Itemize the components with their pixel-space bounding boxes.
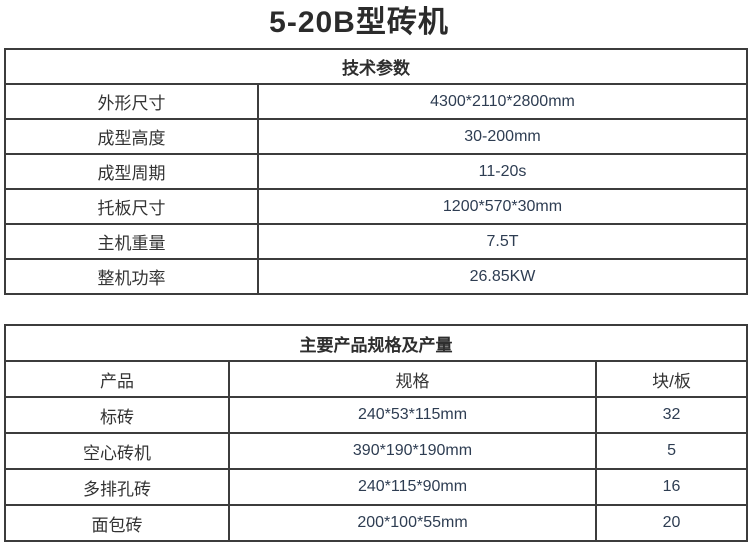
product-table-title: 主要产品规格及产量 bbox=[3, 324, 749, 362]
product-name: 面包砖 bbox=[4, 504, 230, 542]
column-header-row: 产品 规格 块/板 bbox=[4, 360, 749, 398]
param-value: 1200*570*30mm bbox=[257, 188, 748, 225]
page-title: 5-20B型砖机 bbox=[269, 6, 449, 39]
table-row: 整机功率 26.85KW bbox=[4, 258, 748, 295]
param-value: 26.85KW bbox=[257, 258, 748, 295]
param-label: 主机重量 bbox=[4, 223, 259, 260]
table-row: 成型高度 30-200mm bbox=[4, 118, 748, 155]
tech-params-table: 技术参数 外形尺寸 4300*2110*2800mm 成型高度 30-200mm… bbox=[4, 48, 748, 295]
product-name: 标砖 bbox=[4, 396, 230, 434]
table-row: 主机重量 7.5T bbox=[4, 223, 748, 260]
table-row: 多排孔砖 240*115*90mm 16 bbox=[4, 468, 749, 506]
product-qty: 5 bbox=[594, 432, 749, 470]
table-header-row: 技术参数 bbox=[4, 48, 748, 85]
product-qty: 16 bbox=[594, 468, 749, 506]
param-value: 7.5T bbox=[257, 223, 748, 260]
product-qty: 20 bbox=[594, 504, 749, 542]
product-spec: 240*115*90mm bbox=[228, 468, 597, 506]
table-row: 托板尺寸 1200*570*30mm bbox=[4, 188, 748, 225]
param-label: 成型高度 bbox=[4, 118, 259, 155]
param-label: 托板尺寸 bbox=[4, 188, 259, 225]
product-spec: 240*53*115mm bbox=[228, 396, 597, 434]
param-label: 成型周期 bbox=[4, 153, 259, 190]
table-header-row: 主要产品规格及产量 bbox=[3, 324, 749, 362]
param-value: 30-200mm bbox=[257, 118, 748, 155]
table-row: 面包砖 200*100*55mm 20 bbox=[4, 504, 749, 542]
table-row: 标砖 240*53*115mm 32 bbox=[4, 396, 749, 434]
param-label: 外形尺寸 bbox=[4, 83, 259, 120]
product-spec: 200*100*55mm bbox=[228, 504, 597, 542]
product-spec: 390*190*190mm bbox=[228, 432, 597, 470]
column-header-spec: 规格 bbox=[228, 360, 597, 398]
table-row: 空心砖机 390*190*190mm 5 bbox=[4, 432, 749, 470]
column-header-product: 产品 bbox=[4, 360, 230, 398]
tech-table-title: 技术参数 bbox=[4, 48, 748, 85]
table-row: 外形尺寸 4300*2110*2800mm bbox=[4, 83, 748, 120]
column-header-per-board: 块/板 bbox=[594, 360, 749, 398]
param-value: 4300*2110*2800mm bbox=[257, 83, 748, 120]
product-name: 空心砖机 bbox=[4, 432, 230, 470]
product-qty: 32 bbox=[594, 396, 749, 434]
product-name: 多排孔砖 bbox=[4, 468, 230, 506]
param-value: 11-20s bbox=[257, 153, 748, 190]
table-row: 成型周期 11-20s bbox=[4, 153, 748, 190]
product-spec-table: 主要产品规格及产量 产品 规格 块/板 标砖 240*53*115mm 32 空… bbox=[3, 324, 749, 542]
param-label: 整机功率 bbox=[4, 258, 259, 295]
